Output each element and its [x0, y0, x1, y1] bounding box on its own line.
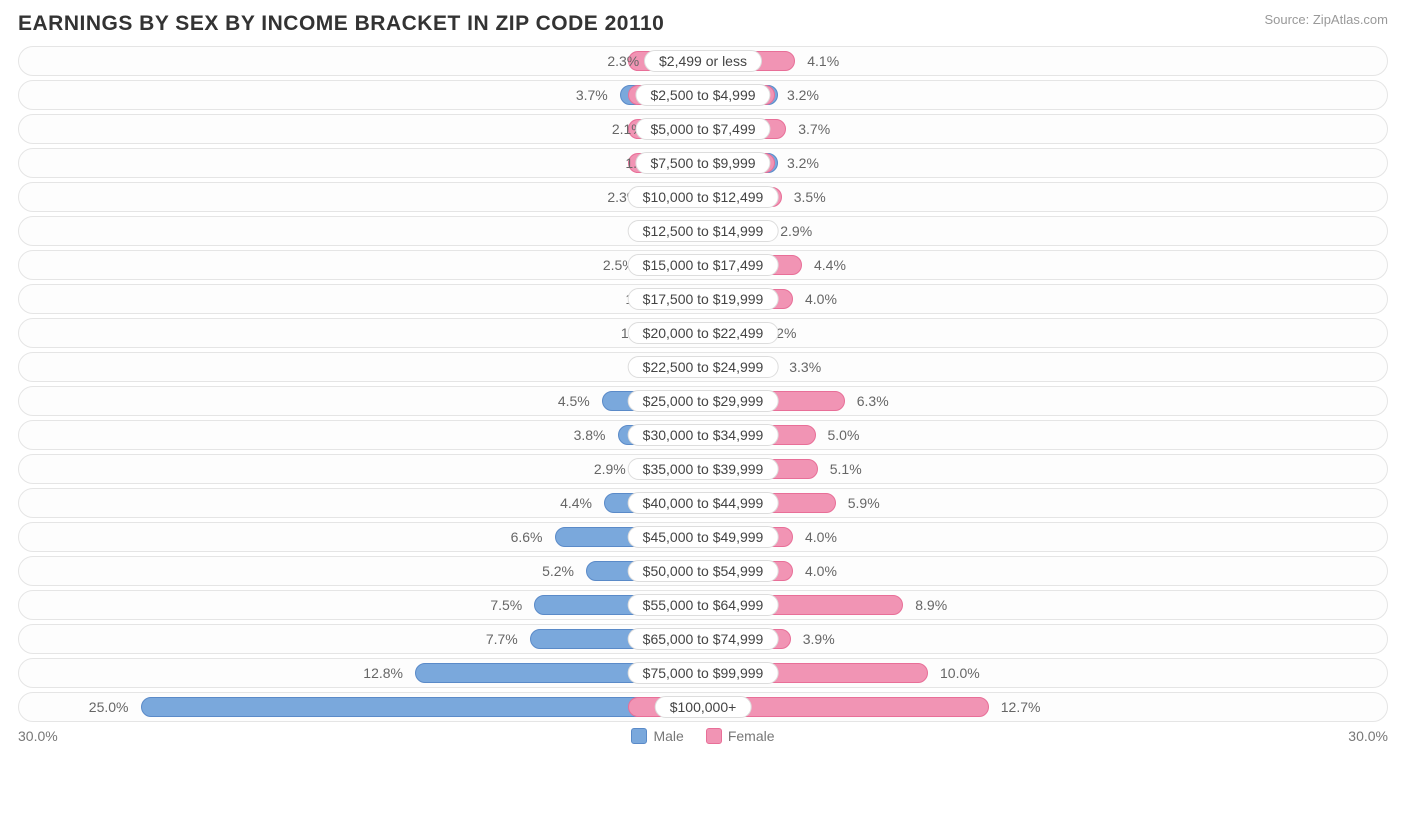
category-label: $75,000 to $99,999	[628, 662, 779, 684]
category-label: $17,500 to $19,999	[628, 288, 779, 310]
category-label: $2,499 or less	[644, 50, 762, 72]
chart-row: 2.3%3.5%$10,000 to $12,499	[18, 182, 1388, 212]
chart-row: 2.1%3.7%$5,000 to $7,499	[18, 114, 1388, 144]
male-pct: 4.4%	[552, 495, 600, 511]
female-pct: 5.0%	[820, 427, 868, 443]
legend-male-label: Male	[653, 728, 683, 744]
chart-row: 12.8% 10.0% $75,000 to $99,999	[18, 658, 1388, 688]
male-pct: 25.0%	[81, 699, 137, 715]
male-pct: 7.7%	[478, 631, 526, 647]
female-pct: 4.0%	[797, 563, 845, 579]
chart-footer: 30.0% Male Female 30.0%	[18, 728, 1388, 744]
male-swatch	[631, 728, 647, 744]
male-pct: 3.8%	[566, 427, 614, 443]
female-swatch	[706, 728, 722, 744]
category-label: $22,500 to $24,999	[628, 356, 779, 378]
male-pct: 5.2%	[534, 563, 582, 579]
category-label: $5,000 to $7,499	[635, 118, 770, 140]
female-pct: 8.9%	[907, 597, 955, 613]
male-pct: 3.7%	[568, 87, 616, 103]
female-pct: 2.9%	[772, 223, 820, 239]
category-label: $12,500 to $14,999	[628, 220, 779, 242]
male-pct: 2.9%	[586, 461, 634, 477]
female-pct: 12.7%	[993, 699, 1049, 715]
female-pct: 4.4%	[806, 257, 854, 273]
category-label: $25,000 to $29,999	[628, 390, 779, 412]
female-pct: 5.1%	[822, 461, 870, 477]
category-label: $50,000 to $54,999	[628, 560, 779, 582]
legend-male: Male	[631, 728, 683, 744]
male-pct: 7.5%	[482, 597, 530, 613]
category-label: $30,000 to $34,999	[628, 424, 779, 446]
category-label: $35,000 to $39,999	[628, 458, 779, 480]
female-pct: 3.7%	[790, 121, 838, 137]
chart-title: EARNINGS BY SEX BY INCOME BRACKET IN ZIP…	[18, 12, 664, 36]
chart-row: 7.5% 8.9% $55,000 to $64,999	[18, 590, 1388, 620]
female-pct: 3.5%	[786, 189, 834, 205]
category-label: $40,000 to $44,999	[628, 492, 779, 514]
source-prefix: Source:	[1264, 12, 1312, 27]
chart-row: 4.4% 5.9% $40,000 to $44,999	[18, 488, 1388, 518]
female-pct: 3.2%	[779, 155, 827, 171]
chart-row: 1.5%3.2%$7,500 to $9,999	[18, 148, 1388, 178]
axis-right-label: 30.0%	[1348, 728, 1388, 744]
chart-row: 1.3%3.3%$22,500 to $24,999	[18, 352, 1388, 382]
female-pct: 3.9%	[795, 631, 843, 647]
female-pct: 5.9%	[840, 495, 888, 511]
chart-row: 3.8% 5.0% $30,000 to $34,999	[18, 420, 1388, 450]
category-label: $65,000 to $74,999	[628, 628, 779, 650]
chart-row: 1.7%2.2%$20,000 to $22,499	[18, 318, 1388, 348]
earnings-chart: 2.3% 4.1% $2,499 or less 3.7% 3.2% $2,500 to …	[18, 46, 1388, 722]
category-label: $7,500 to $9,999	[635, 152, 770, 174]
chart-row: 7.7% 3.9% $65,000 to $74,999	[18, 624, 1388, 654]
category-label: $45,000 to $49,999	[628, 526, 779, 548]
chart-row: 1.0%2.9%$12,500 to $14,999	[18, 216, 1388, 246]
male-pct: 4.5%	[550, 393, 598, 409]
chart-row: 25.0% 12.7% $100,000+	[18, 692, 1388, 722]
chart-row: 2.3% 4.1% $2,499 or less	[18, 46, 1388, 76]
female-pct: 4.1%	[799, 53, 847, 69]
chart-source: Source: ZipAtlas.com	[1264, 12, 1388, 27]
legend-female: Female	[706, 728, 775, 744]
category-label: $55,000 to $64,999	[628, 594, 779, 616]
female-pct: 4.0%	[797, 529, 845, 545]
axis-left-label: 30.0%	[18, 728, 58, 744]
chart-row: 2.9% 5.1% $35,000 to $39,999	[18, 454, 1388, 484]
male-pct: 12.8%	[355, 665, 411, 681]
category-label: $10,000 to $12,499	[628, 186, 779, 208]
female-pct: 3.3%	[781, 359, 829, 375]
category-label: $100,000+	[655, 696, 752, 718]
chart-row: 5.2% 4.0% $50,000 to $54,999	[18, 556, 1388, 586]
source-link[interactable]: ZipAtlas.com	[1313, 12, 1388, 27]
chart-row: 6.6% 4.0% $45,000 to $49,999	[18, 522, 1388, 552]
female-pct: 10.0%	[932, 665, 988, 681]
chart-row: 2.5%4.4%$15,000 to $17,499	[18, 250, 1388, 280]
female-pct: 6.3%	[849, 393, 897, 409]
category-label: $15,000 to $17,499	[628, 254, 779, 276]
male-pct: 6.6%	[503, 529, 551, 545]
chart-row: 4.5% 6.3% $25,000 to $29,999	[18, 386, 1388, 416]
female-pct: 4.0%	[797, 291, 845, 307]
female-pct: 3.2%	[779, 87, 827, 103]
chart-row: 3.7% 3.2% $2,500 to $4,999	[18, 80, 1388, 110]
chart-header: EARNINGS BY SEX BY INCOME BRACKET IN ZIP…	[18, 12, 1388, 36]
category-label: $2,500 to $4,999	[635, 84, 770, 106]
chart-legend: Male Female	[631, 728, 774, 744]
chart-row: 1.5%4.0%$17,500 to $19,999	[18, 284, 1388, 314]
male-pct: 2.3%	[599, 53, 647, 69]
legend-female-label: Female	[728, 728, 775, 744]
category-label: $20,000 to $22,499	[628, 322, 779, 344]
